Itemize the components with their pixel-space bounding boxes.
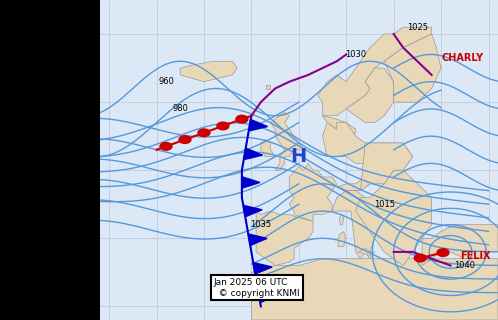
Text: 980: 980: [172, 104, 188, 113]
Polygon shape: [318, 27, 432, 116]
Polygon shape: [248, 234, 267, 245]
Polygon shape: [384, 34, 441, 102]
Text: 1030: 1030: [345, 50, 366, 59]
Polygon shape: [356, 170, 432, 266]
Polygon shape: [338, 231, 345, 246]
Text: H: H: [291, 147, 307, 166]
Text: 1035: 1035: [250, 220, 271, 229]
Polygon shape: [289, 164, 337, 221]
Circle shape: [414, 254, 426, 262]
Bar: [0, 0, 100, 320]
Polygon shape: [242, 177, 260, 188]
Text: 1040: 1040: [454, 261, 475, 270]
Circle shape: [160, 142, 172, 150]
Polygon shape: [346, 68, 393, 123]
Circle shape: [198, 129, 210, 137]
Polygon shape: [251, 259, 498, 320]
Polygon shape: [249, 120, 267, 131]
Polygon shape: [258, 291, 277, 303]
Circle shape: [217, 122, 229, 130]
Polygon shape: [253, 262, 272, 274]
Polygon shape: [244, 148, 262, 160]
Polygon shape: [361, 143, 413, 191]
Polygon shape: [261, 140, 275, 156]
Polygon shape: [323, 123, 413, 191]
Bar: [0, 0, 100, 320]
Text: 960: 960: [158, 77, 174, 86]
Polygon shape: [180, 61, 237, 82]
Text: 1015: 1015: [374, 200, 395, 209]
Polygon shape: [323, 116, 356, 136]
Text: Jan 2025 06 UTC
  © copyright KNMI: Jan 2025 06 UTC © copyright KNMI: [214, 278, 300, 298]
Polygon shape: [340, 214, 344, 225]
Polygon shape: [332, 191, 374, 259]
Circle shape: [179, 136, 191, 143]
Text: FELIX: FELIX: [460, 251, 491, 261]
Polygon shape: [270, 112, 304, 170]
Polygon shape: [358, 249, 373, 255]
Bar: [100, 0, 498, 320]
Text: CHARLY: CHARLY: [441, 53, 483, 63]
Polygon shape: [265, 85, 270, 89]
Polygon shape: [243, 205, 262, 217]
Text: 1025: 1025: [407, 23, 428, 32]
Polygon shape: [256, 211, 313, 266]
Polygon shape: [422, 225, 498, 266]
Circle shape: [236, 115, 248, 123]
Circle shape: [437, 249, 449, 256]
